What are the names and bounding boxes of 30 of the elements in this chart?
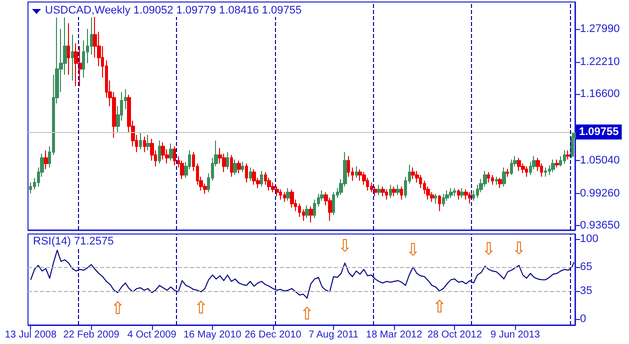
annotation: ⇩ xyxy=(406,240,420,260)
chart-title: RSI(14) 71.2575 xyxy=(33,236,114,248)
y-tick-label: 1.05040 xyxy=(580,154,620,166)
x-tick-label: 28 Oct 2012 xyxy=(427,330,482,340)
ref-line-label: 1.09755 xyxy=(579,126,619,138)
annotation: ⇩ xyxy=(338,236,352,256)
x-tick-label: 16 May 2010 xyxy=(183,330,242,340)
y-tick-label: 100 xyxy=(580,233,598,245)
annotation: ⇧ xyxy=(300,304,314,325)
x-tick-label: 7 Aug 2011 xyxy=(308,330,359,340)
annotation: ⇩ xyxy=(482,240,496,260)
y-tick-label: 0 xyxy=(580,313,586,325)
x-tick-label: 22 Feb 2009 xyxy=(63,330,120,340)
y-tick-label: 1.27990 xyxy=(580,22,620,35)
x-tick-label: 4 Oct 2009 xyxy=(127,330,177,340)
y-tick-label: 1.22210 xyxy=(580,56,620,68)
annotation: ⇧ xyxy=(110,299,125,320)
x-tick-label: 26 Dec 2010 xyxy=(244,330,302,340)
y-tick-label: 65 xyxy=(580,261,592,273)
y-tick-label: 35 xyxy=(580,285,592,297)
x-tick-label: 18 Mar 2012 xyxy=(366,330,423,340)
annotation: ⇧ xyxy=(432,298,447,318)
y-tick-label: 0.99260 xyxy=(580,188,620,200)
x-tick-label: 13 Jul 2008 xyxy=(4,330,57,340)
y-tick-label: 1.16600 xyxy=(580,88,620,100)
x-tick-label: 9 Jun 2013 xyxy=(490,330,540,340)
chart-title: USDCAD,Weekly 1.09052 1.09779 1.08416 1.09755 xyxy=(45,4,302,16)
annotation: ⇩ xyxy=(512,238,526,259)
y-tick-label: 0.93650 xyxy=(580,220,620,232)
annotation: ⇧ xyxy=(194,298,208,318)
